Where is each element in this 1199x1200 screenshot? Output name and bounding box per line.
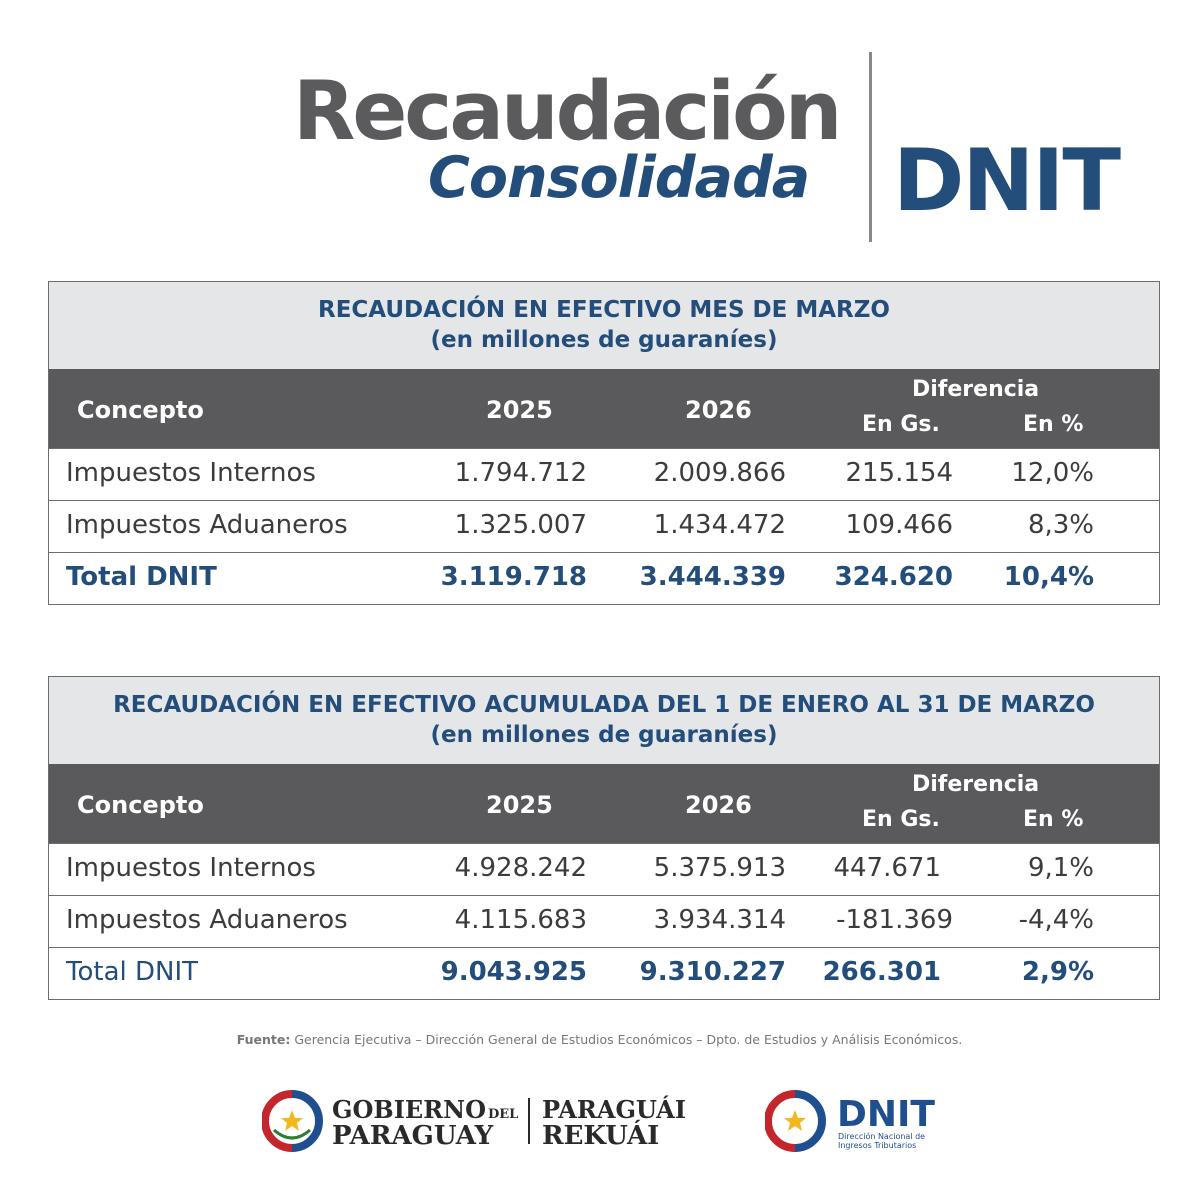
cell-diff-gs: 109.466 xyxy=(845,510,953,540)
cell-diff-gs: -181.369 xyxy=(836,905,953,935)
table-title: RECAUDACIÓN EN EFECTIVO ACUMULADA DEL 1 … xyxy=(113,692,1095,718)
cell-total-diff-pct: 2,9% xyxy=(1021,957,1094,987)
cell-total-2025: 9.043.925 xyxy=(440,957,587,987)
title-consolidada: Consolidada xyxy=(428,145,810,211)
cell-2026: 2.009.866 xyxy=(653,458,786,488)
dnit-sub1: Dirección Nacional de xyxy=(838,1131,925,1141)
source-label: Fuente: xyxy=(236,1032,291,1047)
table-total-row: Total DNIT 9.043.925 9.310.227 266.301 2… xyxy=(49,947,1159,999)
title-dnit: DNIT xyxy=(893,131,1121,231)
table-subtitle: (en millones de guaraníes) xyxy=(430,327,778,353)
cell-2026: 1.434.472 xyxy=(653,510,786,540)
cell-total-2026: 3.444.339 xyxy=(639,562,786,592)
dnit-seal-icon xyxy=(764,1090,826,1152)
cell-diff-pct: 12,0% xyxy=(1011,458,1094,488)
cell-total-label: Total DNIT xyxy=(66,562,217,592)
title-recaudacion: Recaudación xyxy=(293,65,842,159)
table-title-band: RECAUDACIÓN EN EFECTIVO MES DE MARZO (en… xyxy=(49,282,1159,369)
cell-concepto: Impuestos Aduaneros xyxy=(66,905,348,935)
cell-diff-gs: 215.154 xyxy=(845,458,953,488)
dnit-wordmark: DNIT xyxy=(837,1094,935,1135)
cell-diff-gs: 447.671 xyxy=(833,853,941,883)
table-accumulated: RECAUDACIÓN EN EFECTIVO ACUMULADA DEL 1 … xyxy=(48,676,1160,1000)
cell-diff-pct: 8,3% xyxy=(1027,510,1094,540)
table-subtitle: (en millones de guaraníes) xyxy=(430,722,778,748)
cell-2025: 4.928.242 xyxy=(454,853,587,883)
cell-concepto: Impuestos Aduaneros xyxy=(66,510,348,540)
source-text: Gerencia Ejecutiva – Dirección General d… xyxy=(294,1032,963,1047)
col-2025: 2025 xyxy=(486,791,553,819)
cell-total-label: Total DNIT xyxy=(66,957,199,987)
gobierno-paraguay-logo: GOBIERNO DEL PARAGUAY PARAGUÁI REKUÁI xyxy=(261,1090,692,1156)
col-2026: 2026 xyxy=(685,396,752,424)
col-diferencia: Diferencia xyxy=(912,377,1040,402)
col-diferencia: Diferencia xyxy=(912,772,1040,797)
table-title-band: RECAUDACIÓN EN EFECTIVO ACUMULADA DEL 1 … xyxy=(49,677,1159,764)
col-2025: 2025 xyxy=(486,396,553,424)
cell-total-2025: 3.119.718 xyxy=(440,562,587,592)
col-concepto: Concepto xyxy=(77,396,204,424)
slogan-line2: REKUÁI xyxy=(542,1119,659,1151)
table-row: Impuestos Internos 4.928.242 5.375.913 4… xyxy=(49,843,1159,895)
cell-total-2026: 9.310.227 xyxy=(639,957,786,987)
paraguay-seal-icon xyxy=(261,1090,323,1152)
cell-diff-pct: -4,4% xyxy=(1018,905,1094,935)
col-en-pct: En % xyxy=(1023,807,1084,832)
cell-total-diff-gs: 324.620 xyxy=(834,562,953,592)
column-header-band: Concepto 2025 2026 Diferencia En Gs. En … xyxy=(49,764,1159,843)
cell-2025: 4.115.683 xyxy=(454,905,587,935)
col-2026: 2026 xyxy=(685,791,752,819)
slogan-line1: PARAGUÁI xyxy=(542,1095,686,1124)
logo-divider xyxy=(528,1098,530,1144)
table-row: Impuestos Aduaneros 1.325.007 1.434.472 … xyxy=(49,500,1159,552)
cell-2025: 1.325.007 xyxy=(454,510,587,540)
table-row: Impuestos Internos 1.794.712 2.009.866 2… xyxy=(49,448,1159,500)
cell-concepto: Impuestos Internos xyxy=(66,853,316,883)
col-concepto: Concepto xyxy=(77,791,204,819)
dnit-sub2: Ingresos Tributarios xyxy=(838,1141,916,1150)
cell-total-diff-pct: 10,4% xyxy=(1003,562,1094,592)
source-note: Fuente: Gerencia Ejecutiva – Dirección G… xyxy=(0,1032,1199,1047)
cell-concepto: Impuestos Internos xyxy=(66,458,316,488)
col-en-pct: En % xyxy=(1023,412,1084,437)
cell-2026: 5.375.913 xyxy=(653,853,786,883)
gob-line1: GOBIERNO DEL xyxy=(332,1095,518,1124)
table-title: RECAUDACIÓN EN EFECTIVO MES DE MARZO xyxy=(317,297,890,323)
column-header-band: Concepto 2025 2026 Diferencia En Gs. En … xyxy=(49,369,1159,448)
col-en-gs: En Gs. xyxy=(862,807,940,832)
table-march: RECAUDACIÓN EN EFECTIVO MES DE MARZO (en… xyxy=(48,281,1160,605)
table-total-row: Total DNIT 3.119.718 3.444.339 324.620 1… xyxy=(49,552,1159,604)
gob-line2: PARAGUAY xyxy=(332,1121,494,1151)
title-divider xyxy=(869,52,872,242)
cell-2026: 3.934.314 xyxy=(653,905,786,935)
col-en-gs: En Gs. xyxy=(862,412,940,437)
cell-diff-pct: 9,1% xyxy=(1027,853,1094,883)
table-row: Impuestos Aduaneros 4.115.683 3.934.314 … xyxy=(49,895,1159,947)
cell-total-diff-gs: 266.301 xyxy=(822,957,941,987)
cell-2025: 1.794.712 xyxy=(454,458,587,488)
dnit-logo: DNIT Dirección Nacional de Ingresos Trib… xyxy=(764,1090,955,1156)
